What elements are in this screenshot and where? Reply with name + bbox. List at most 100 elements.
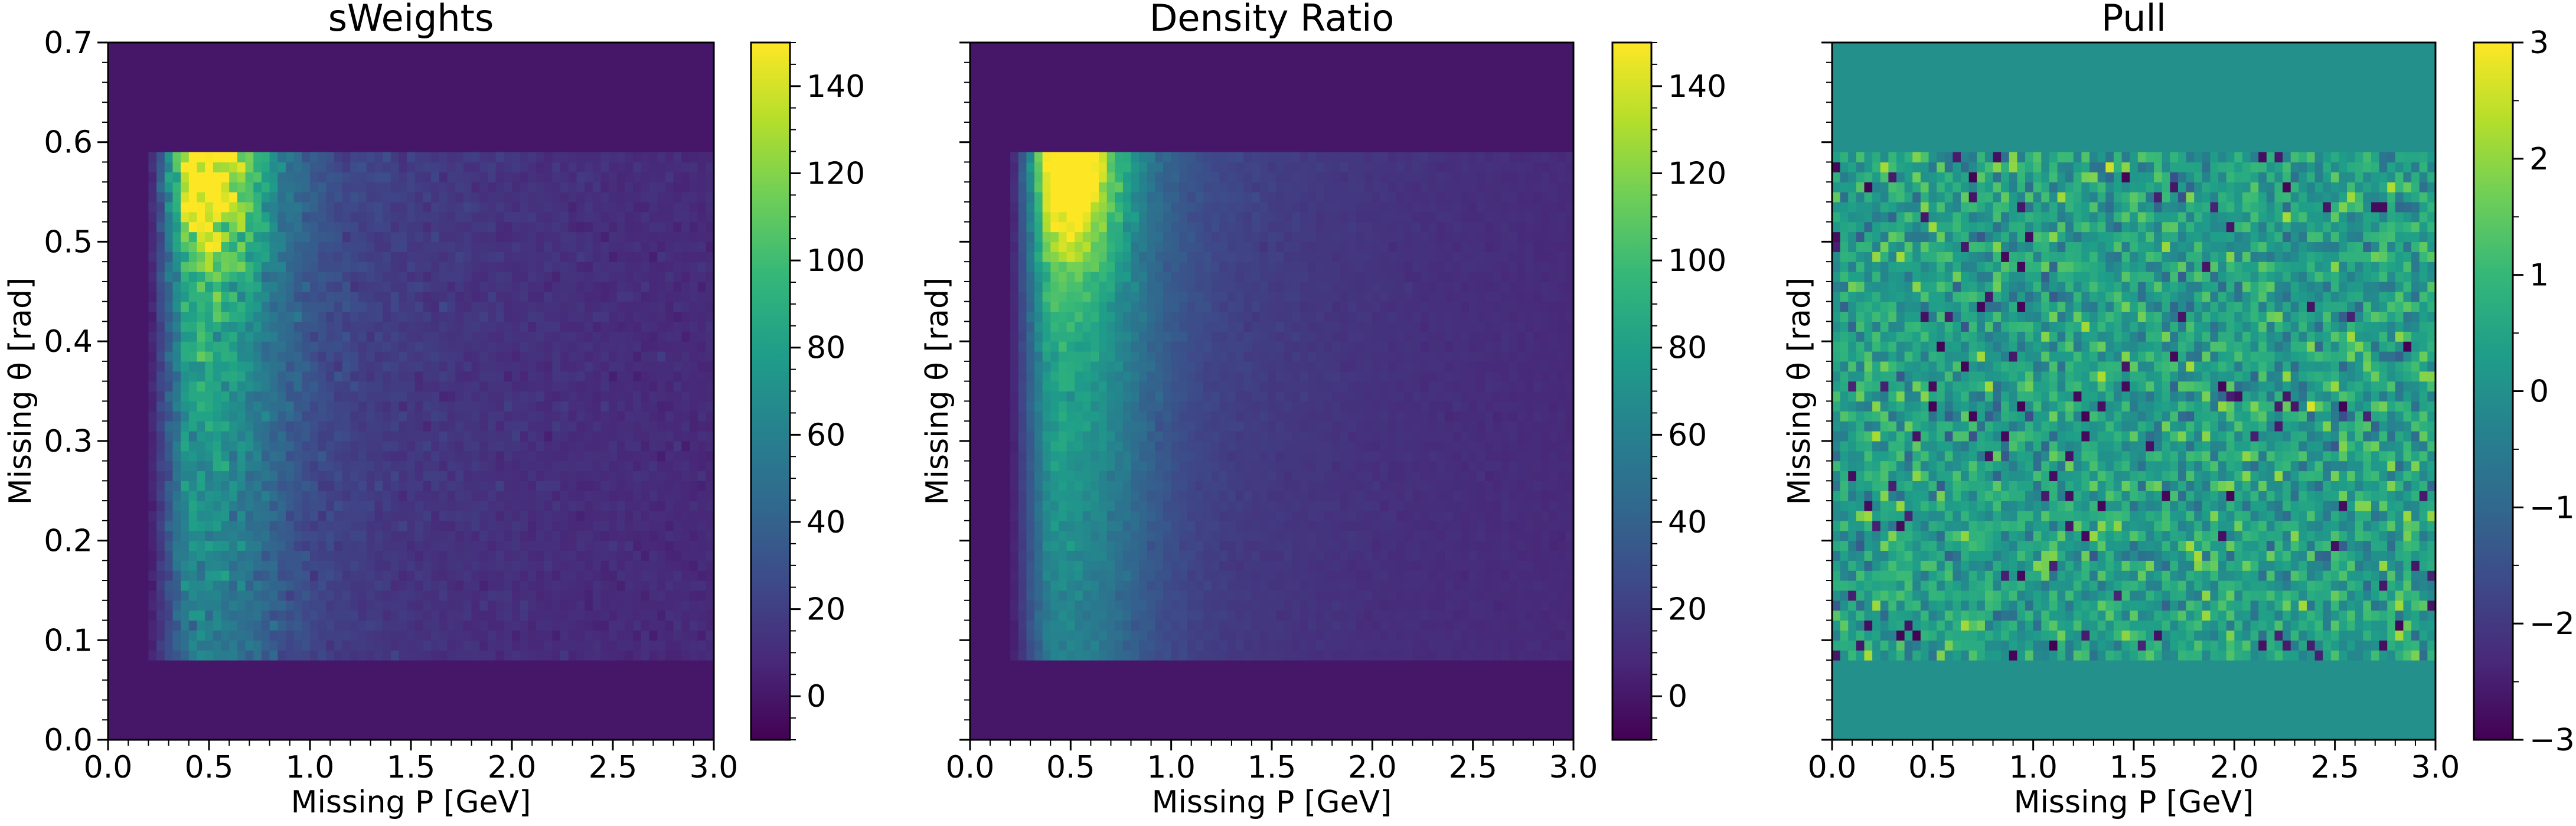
heatmap-cell [1315, 510, 1325, 521]
heatmap-cell [164, 421, 174, 432]
heatmap-cell [616, 491, 626, 501]
heatmap-cell [560, 471, 569, 481]
heatmap-cell [1300, 540, 1308, 551]
heatmap-cell [399, 610, 407, 621]
heatmap-cell [423, 530, 432, 541]
heatmap-cell [439, 331, 448, 342]
heatmap-cell [334, 252, 343, 262]
heatmap-cell [1533, 520, 1542, 531]
heatmap-cell [1099, 520, 1108, 531]
heatmap-cell [326, 620, 335, 631]
heatmap-cell [616, 152, 626, 163]
heatmap-cell [318, 231, 327, 243]
heatmap-cell [1372, 550, 1381, 561]
heatmap-cell [1066, 570, 1075, 581]
heatmap-cell [447, 471, 456, 481]
heatmap-cell [156, 172, 165, 182]
heatmap-cell [1082, 520, 1091, 531]
heatmap-cell [439, 461, 448, 472]
heatmap-cell [1477, 650, 1485, 661]
heatmap-cell [1275, 610, 1285, 621]
heatmap-cell [318, 351, 327, 362]
heatmap-cell [665, 610, 674, 621]
heatmap-cell [399, 371, 407, 382]
heatmap-cell [164, 262, 174, 272]
heatmap-cell [487, 650, 497, 661]
heatmap-cell [1428, 560, 1437, 571]
heatmap-cell [423, 580, 432, 591]
heatmap-cell [253, 331, 262, 342]
heatmap-cell [616, 291, 626, 302]
heatmap-cell [431, 351, 440, 362]
heatmap-cell [188, 520, 198, 531]
heatmap-cell [342, 162, 351, 172]
heatmap-cell [318, 491, 327, 501]
heatmap-cell [390, 272, 400, 282]
heatmap-cell [568, 530, 577, 541]
heatmap-cell [633, 201, 642, 213]
heatmap-cell [665, 162, 674, 172]
heatmap-cell [302, 311, 311, 322]
colorbar-tick-label: 40 [807, 505, 845, 540]
heatmap-cell [277, 421, 286, 432]
heatmap-cell [673, 162, 682, 172]
heatmap-cell [471, 371, 480, 382]
heatmap-cell [1243, 540, 1252, 551]
heatmap-cell [407, 192, 416, 203]
heatmap-cell [1388, 510, 1397, 521]
heatmap-cell [229, 371, 238, 382]
heatmap-cell [1428, 580, 1437, 591]
heatmap-cell [657, 471, 666, 481]
heatmap-cell [407, 481, 416, 491]
heatmap-cell [358, 341, 367, 352]
heatmap-cell [1122, 580, 1132, 591]
heatmap-cell [689, 630, 698, 641]
heatmap-cell [318, 590, 327, 601]
heatmap-cell [358, 650, 367, 661]
heatmap-cell [1058, 540, 1067, 551]
heatmap-cell [625, 391, 634, 401]
heatmap-cell [665, 281, 674, 292]
heatmap-cell [471, 182, 480, 192]
heatmap-cell [520, 172, 528, 182]
heatmap-cell [1356, 590, 1365, 601]
heatmap-cell [1541, 501, 1550, 511]
heatmap-cell [181, 262, 190, 272]
heatmap-cell [536, 570, 545, 581]
heatmap-cell [609, 540, 618, 551]
heatmap-cell [1115, 550, 1124, 561]
heatmap-cell [585, 471, 593, 481]
heatmap-cell [633, 610, 642, 621]
heatmap-cell [1565, 620, 1574, 631]
heatmap-cell [528, 610, 537, 621]
heatmap-cell [520, 241, 528, 252]
heatmap-cell [407, 311, 416, 322]
heatmap-cell [1259, 590, 1268, 601]
heatmap-cell [156, 152, 165, 163]
heatmap-cell [181, 560, 190, 571]
heatmap-cell [197, 341, 205, 352]
heatmap-cell [625, 540, 634, 551]
heatmap-cell [528, 440, 537, 452]
heatmap-cell [399, 570, 407, 581]
heatmap-cell [706, 201, 714, 213]
heatmap-cell [512, 580, 521, 591]
heatmap-cell [1155, 570, 1164, 581]
heatmap-cell [641, 291, 650, 302]
heatmap-cell [1436, 540, 1445, 551]
heatmap-cell [633, 471, 642, 481]
heatmap-cell [414, 560, 424, 571]
heatmap-cell [665, 201, 674, 213]
heatmap-cell [1509, 650, 1518, 661]
heatmap-cell [479, 440, 488, 452]
heatmap-cell [358, 481, 367, 491]
heatmap-cell [1099, 590, 1108, 601]
heatmap-cell [504, 172, 512, 182]
heatmap-cell [1388, 501, 1397, 511]
heatmap-cell [697, 620, 706, 631]
heatmap-cell [536, 371, 545, 382]
heatmap-cell [221, 341, 230, 352]
heatmap-cell [455, 262, 464, 272]
heatmap-cell [423, 461, 432, 472]
heatmap-cell [1348, 580, 1357, 591]
